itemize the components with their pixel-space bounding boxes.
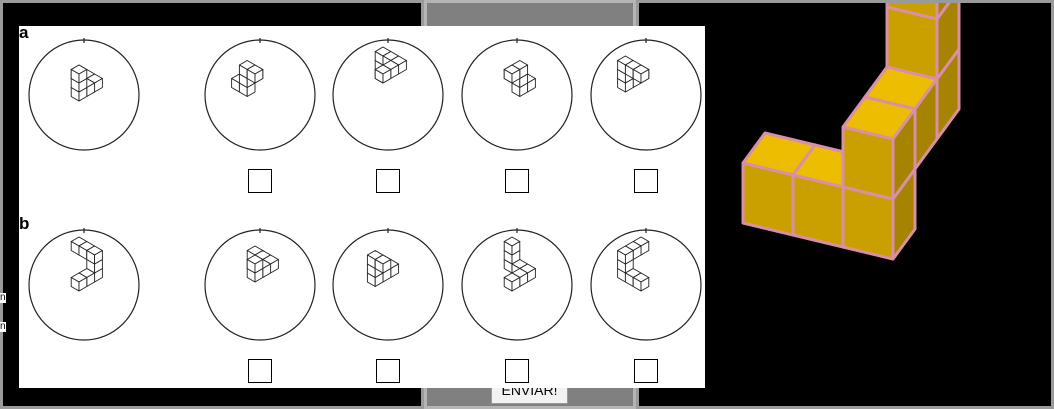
figure-circle: [204, 229, 316, 341]
cube-face: [640, 277, 650, 292]
figure-circle: [204, 39, 316, 151]
answer-checkbox[interactable]: [634, 359, 658, 383]
option-block-figure-icon: [204, 38, 316, 151]
answer-checkbox[interactable]: [376, 359, 400, 383]
answer-checkbox[interactable]: [248, 359, 272, 383]
cube-face: [511, 69, 521, 84]
answer-checkbox[interactable]: [505, 169, 529, 193]
cube-face: [94, 250, 103, 265]
right-frame: [636, 0, 1054, 409]
cube-face: [841, 125, 895, 201]
option-block-figure-icon: [332, 228, 444, 341]
section-label-b: b: [19, 214, 30, 233]
option-block-figure-icon: [590, 38, 702, 151]
cube-face: [511, 241, 521, 256]
cube-face: [624, 250, 634, 265]
cube-face: [382, 259, 392, 274]
cube-face: [511, 277, 521, 292]
option-block-figure-icon: [590, 228, 702, 341]
option-block-figure-icon: [461, 38, 573, 151]
cube-face: [254, 259, 264, 274]
cube-face: [791, 173, 845, 249]
cube-face: [935, 3, 951, 21]
option-block-figure-icon: [204, 228, 316, 341]
test-sheet: a b: [19, 23, 705, 388]
clipped-text: n: [0, 321, 6, 332]
reference-block-figure-icon: [28, 228, 140, 341]
figure-circle: [590, 39, 702, 151]
answer-checkbox[interactable]: [376, 169, 400, 193]
figure-circle: [332, 229, 444, 341]
reference-block-figure-icon: [28, 38, 140, 151]
answer-checkbox[interactable]: [248, 169, 272, 193]
cube-face: [640, 69, 650, 84]
cube-face: [741, 161, 795, 237]
clipped-text: n: [0, 292, 6, 303]
cube-face: [891, 107, 917, 201]
cube-face: [78, 277, 88, 292]
option-block-figure-icon: [332, 38, 444, 151]
3d-cube-model-icon[interactable]: [639, 3, 1051, 406]
option-block-figure-icon: [461, 228, 573, 341]
cube-face: [885, 3, 939, 21]
cube-face: [254, 69, 264, 84]
section-label-a: a: [19, 23, 29, 42]
answer-checkbox[interactable]: [505, 359, 529, 383]
answer-checkbox[interactable]: [634, 169, 658, 193]
cube-face: [78, 69, 88, 84]
cube-face: [382, 69, 392, 84]
